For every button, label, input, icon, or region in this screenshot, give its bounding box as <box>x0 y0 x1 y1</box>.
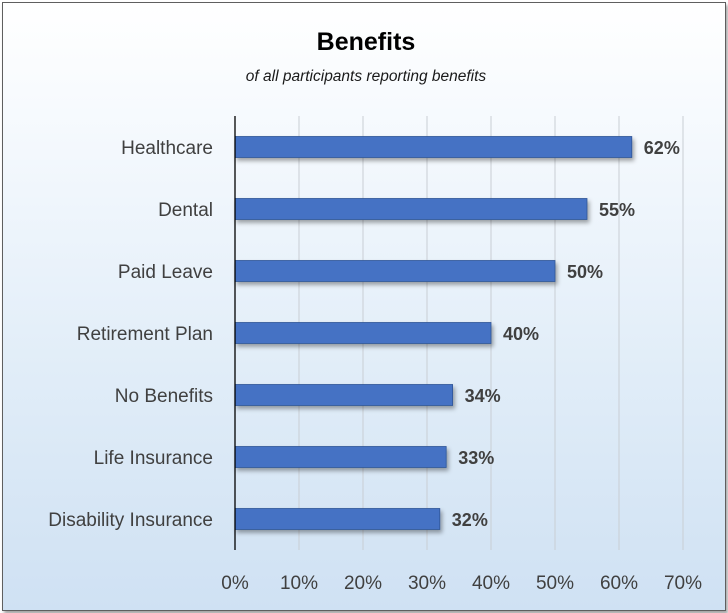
data-label: 34% <box>465 386 501 406</box>
bar <box>234 322 492 344</box>
bar <box>234 384 454 406</box>
bar <box>234 198 588 220</box>
category-label: Paid Leave <box>118 262 213 283</box>
category-label: No Benefits <box>115 386 213 407</box>
x-tick-label: 60% <box>600 573 638 594</box>
x-tick-label: 20% <box>344 573 382 594</box>
data-label: 40% <box>503 324 539 344</box>
data-label: 33% <box>458 448 494 468</box>
bars <box>234 136 633 530</box>
bar <box>234 136 633 158</box>
category-label: Disability Insurance <box>48 510 213 531</box>
x-tick-label: 0% <box>221 573 249 594</box>
category-label: Retirement Plan <box>77 324 213 345</box>
x-tick-label: 50% <box>536 573 574 594</box>
category-label: Dental <box>158 200 213 221</box>
labels: 0% 10% 20% 30% 40% 50% 60% 70% Healthcare 62% Dent… <box>48 138 702 594</box>
data-label: 50% <box>567 262 603 282</box>
data-label: 62% <box>644 138 680 158</box>
x-tick-label: 30% <box>408 573 446 594</box>
data-label: 32% <box>452 510 488 530</box>
bar <box>234 446 447 468</box>
chart-title: Benefits <box>317 28 416 56</box>
category-label: Healthcare <box>121 138 213 159</box>
bar-chart: Benefits of all participants reporting b… <box>48 28 702 594</box>
bar <box>234 260 556 282</box>
x-tick-label: 70% <box>664 573 702 594</box>
chart-subtitle: of all participants reporting benefits <box>246 68 487 85</box>
x-tick-label: 10% <box>280 573 318 594</box>
data-label: 55% <box>599 200 635 220</box>
bar <box>234 508 441 530</box>
x-tick-label: 40% <box>472 573 510 594</box>
category-label: Life Insurance <box>94 448 213 469</box>
